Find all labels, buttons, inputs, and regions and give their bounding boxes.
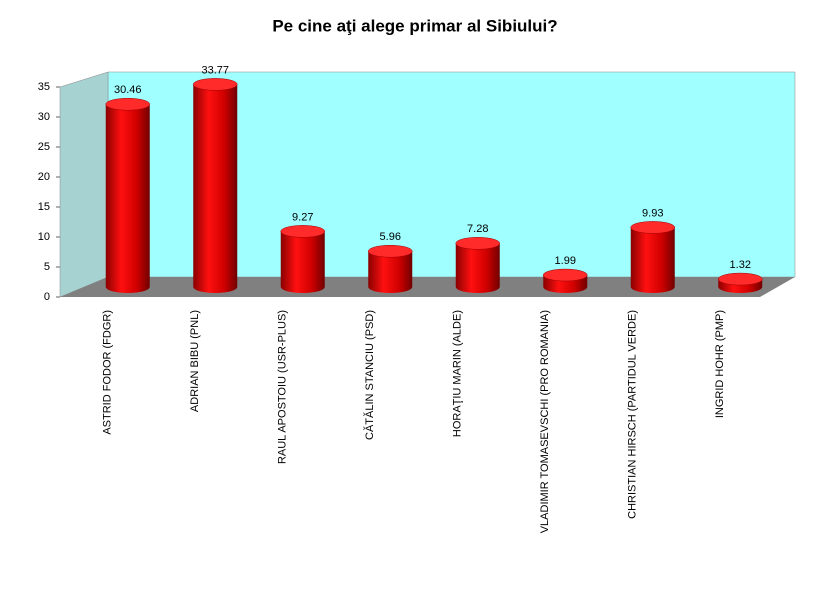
y-tick-label: 35: [38, 81, 50, 93]
bar-body: [455, 243, 500, 293]
x-tick-label: RAUL APOSTOIU (USR-PLUS): [277, 310, 289, 464]
y-tick-label: 5: [44, 261, 50, 273]
value-label: 9.93: [642, 207, 663, 219]
value-label: 1.99: [555, 255, 576, 267]
bar-body: [105, 104, 150, 294]
y-tick-label: 15: [38, 201, 50, 213]
chart-title: Pe cine aţi alege primar al Sibiului?: [272, 16, 557, 35]
bar-cap: [455, 237, 500, 250]
floor: [60, 277, 795, 297]
bar-cap: [630, 221, 675, 234]
bar: [718, 272, 763, 293]
bar-cap: [280, 225, 325, 238]
y-tick-label: 10: [38, 231, 50, 243]
bar-cap: [718, 272, 763, 286]
bar-body: [193, 84, 238, 293]
bar-cap: [193, 78, 238, 91]
value-label: 1.32: [730, 259, 751, 271]
x-tick-label: INGRID HOHR (PMP): [714, 310, 726, 418]
bar-cap: [105, 97, 150, 111]
x-tick-label: HORAŢIU MARIN (ALDE): [452, 310, 464, 437]
y-tick-label: 0: [44, 291, 50, 303]
y-tick-label: 30: [38, 111, 50, 123]
bar-body: [630, 227, 675, 293]
x-tick-label: ADRIAN BIBU (PNL): [189, 310, 201, 412]
y-tick-label: 25: [38, 141, 50, 153]
x-tick-label: VLADIMIR TOMASEVSCHI (PRO ROMANIA): [539, 310, 551, 533]
bar: [105, 97, 150, 294]
value-label: 9.27: [292, 211, 313, 223]
bar: [368, 244, 413, 293]
bar-cap: [368, 244, 413, 258]
value-label: 5.96: [380, 231, 401, 243]
value-label: 30.46: [114, 84, 142, 96]
value-label: 7.28: [467, 223, 488, 235]
y-tick-label: 20: [38, 171, 50, 183]
bar-body: [280, 231, 325, 293]
bar-body: [368, 251, 413, 293]
bar: [455, 237, 500, 293]
side-wall: [59, 71, 109, 298]
x-tick-label: ASTRID FODOR (FDGR): [102, 310, 114, 435]
x-tick-label: CĂTĂLIN STANCIU (PSD): [363, 310, 376, 440]
bar-cap: [543, 268, 588, 282]
bar: [280, 225, 325, 293]
value-label: 33.77: [201, 64, 229, 76]
bar: [543, 268, 588, 293]
x-tick-label: CHRISTIAN HIRSCH (PARTIDUL VERDE): [627, 310, 639, 519]
bar: [630, 221, 675, 293]
bar: [193, 78, 238, 293]
